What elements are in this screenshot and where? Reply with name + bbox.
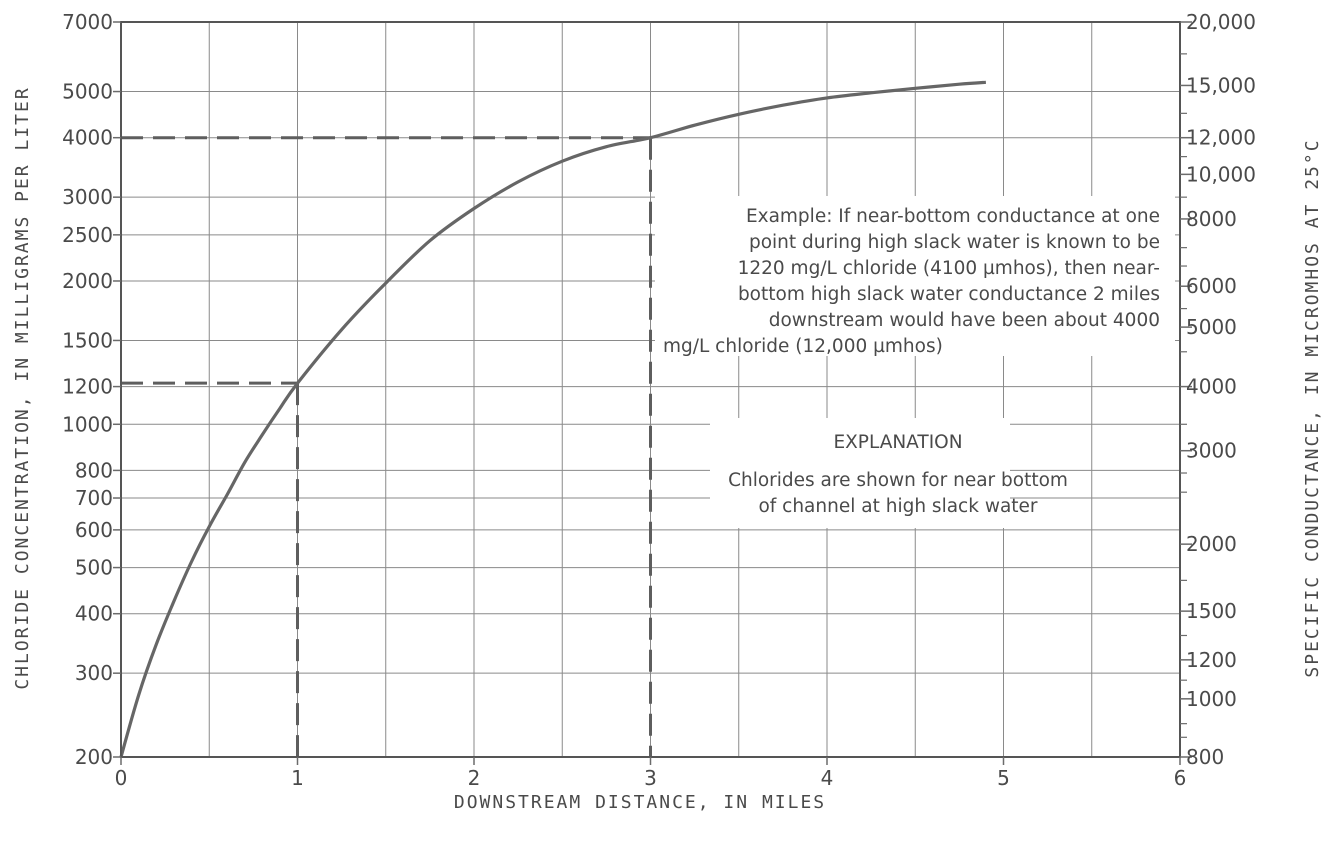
y2-tick-label: 1000 (1186, 687, 1237, 711)
example-note: Example: If near-bottom conductance at o… (663, 206, 1160, 357)
explanation-line-2: of channel at high slack water (758, 496, 1037, 517)
y-tick-label: 400 (75, 602, 113, 626)
y2-tick-label: 800 (1186, 745, 1224, 769)
y-tick-label: 700 (75, 486, 113, 510)
y2-tick-label: 12,000 (1186, 126, 1256, 150)
explanation-background (710, 418, 1010, 528)
y-tick-label: 4000 (62, 126, 113, 150)
example-line-1: Example: If near-bottom conductance at o… (746, 206, 1160, 227)
example-note-background (655, 196, 1175, 356)
example-line-6: mg/L chloride (12,000 µmhos) (663, 336, 943, 357)
chloride-curve-line (119, 80, 987, 758)
x-tick-label: 4 (821, 766, 834, 790)
y-tick-label: 300 (75, 661, 113, 685)
y2-tick-label: 20,000 (1186, 10, 1256, 34)
x-tick-label: 3 (644, 766, 657, 790)
y-tick-label: 200 (75, 745, 113, 769)
y2-tick-label: 5000 (1186, 315, 1237, 339)
y2-tick-label: 2000 (1186, 532, 1237, 556)
explanation-box: EXPLANATION Chlorides are shown for near… (728, 432, 1068, 517)
y-tick-label: 500 (75, 556, 113, 580)
example-line-5: downstream would have been about 4000 (769, 310, 1160, 331)
y-tick-label: 3000 (62, 185, 113, 209)
x-tick-label: 0 (115, 766, 128, 790)
y2-tick-label: 4000 (1186, 375, 1237, 399)
y-tick-label: 1000 (62, 412, 113, 436)
x-axis-title: DOWNSTREAM DISTANCE, IN MILES (454, 792, 826, 813)
example-line-2: point during high slack water is known t… (749, 232, 1160, 253)
right-axis-ticks: 20,000 15,000 12,000 10,000 8000 6000 5000 4000… (1180, 10, 1256, 769)
y2-tick-label: 10,000 (1186, 162, 1256, 186)
chloride-curve (119, 80, 987, 758)
y-tick-label: 1200 (62, 375, 113, 399)
explanation-line-1: Chlorides are shown for near bottom (728, 470, 1068, 491)
x-axis-ticks: 0 1 2 3 4 5 6 (115, 757, 1187, 790)
y2-tick-label: 8000 (1186, 207, 1237, 231)
y-tick-label: 2500 (62, 223, 113, 247)
reference-lines (121, 136, 652, 757)
y2-tick-label: 1200 (1186, 648, 1237, 672)
y2-tick-label: 6000 (1186, 274, 1237, 298)
example-line-4: bottom high slack water conductance 2 mi… (738, 284, 1160, 305)
y-tick-label: 5000 (62, 80, 113, 104)
y-tick-label: 600 (75, 518, 113, 542)
y2-axis-title: SPECIFIC CONDUCTANCE, IN MICROMHOS AT 25… (1302, 138, 1323, 677)
y2-tick-label: 3000 (1186, 439, 1237, 463)
x-tick-label: 6 (1174, 766, 1187, 790)
y2-tick-label: 15,000 (1186, 73, 1256, 97)
example-line-3: 1220 mg/L chloride (4100 µmhos), then ne… (738, 258, 1160, 279)
x-tick-label: 2 (468, 766, 481, 790)
left-axis-ticks: 7000 5000 4000 3000 2500 2000 1500 1200 1000 800 7… (62, 10, 121, 769)
y-tick-label: 1500 (62, 328, 113, 352)
y-tick-label: 7000 (62, 10, 113, 34)
x-tick-label: 1 (291, 766, 304, 790)
y-tick-label: 800 (75, 458, 113, 482)
explanation-title: EXPLANATION (833, 432, 962, 453)
y2-tick-label: 1500 (1186, 599, 1237, 623)
x-tick-label: 5 (997, 766, 1010, 790)
y-axis-title: CHLORIDE CONCENTRATION, IN MILLIGRAMS PE… (12, 86, 33, 689)
y-tick-label: 2000 (62, 269, 113, 293)
grid (121, 22, 1180, 757)
